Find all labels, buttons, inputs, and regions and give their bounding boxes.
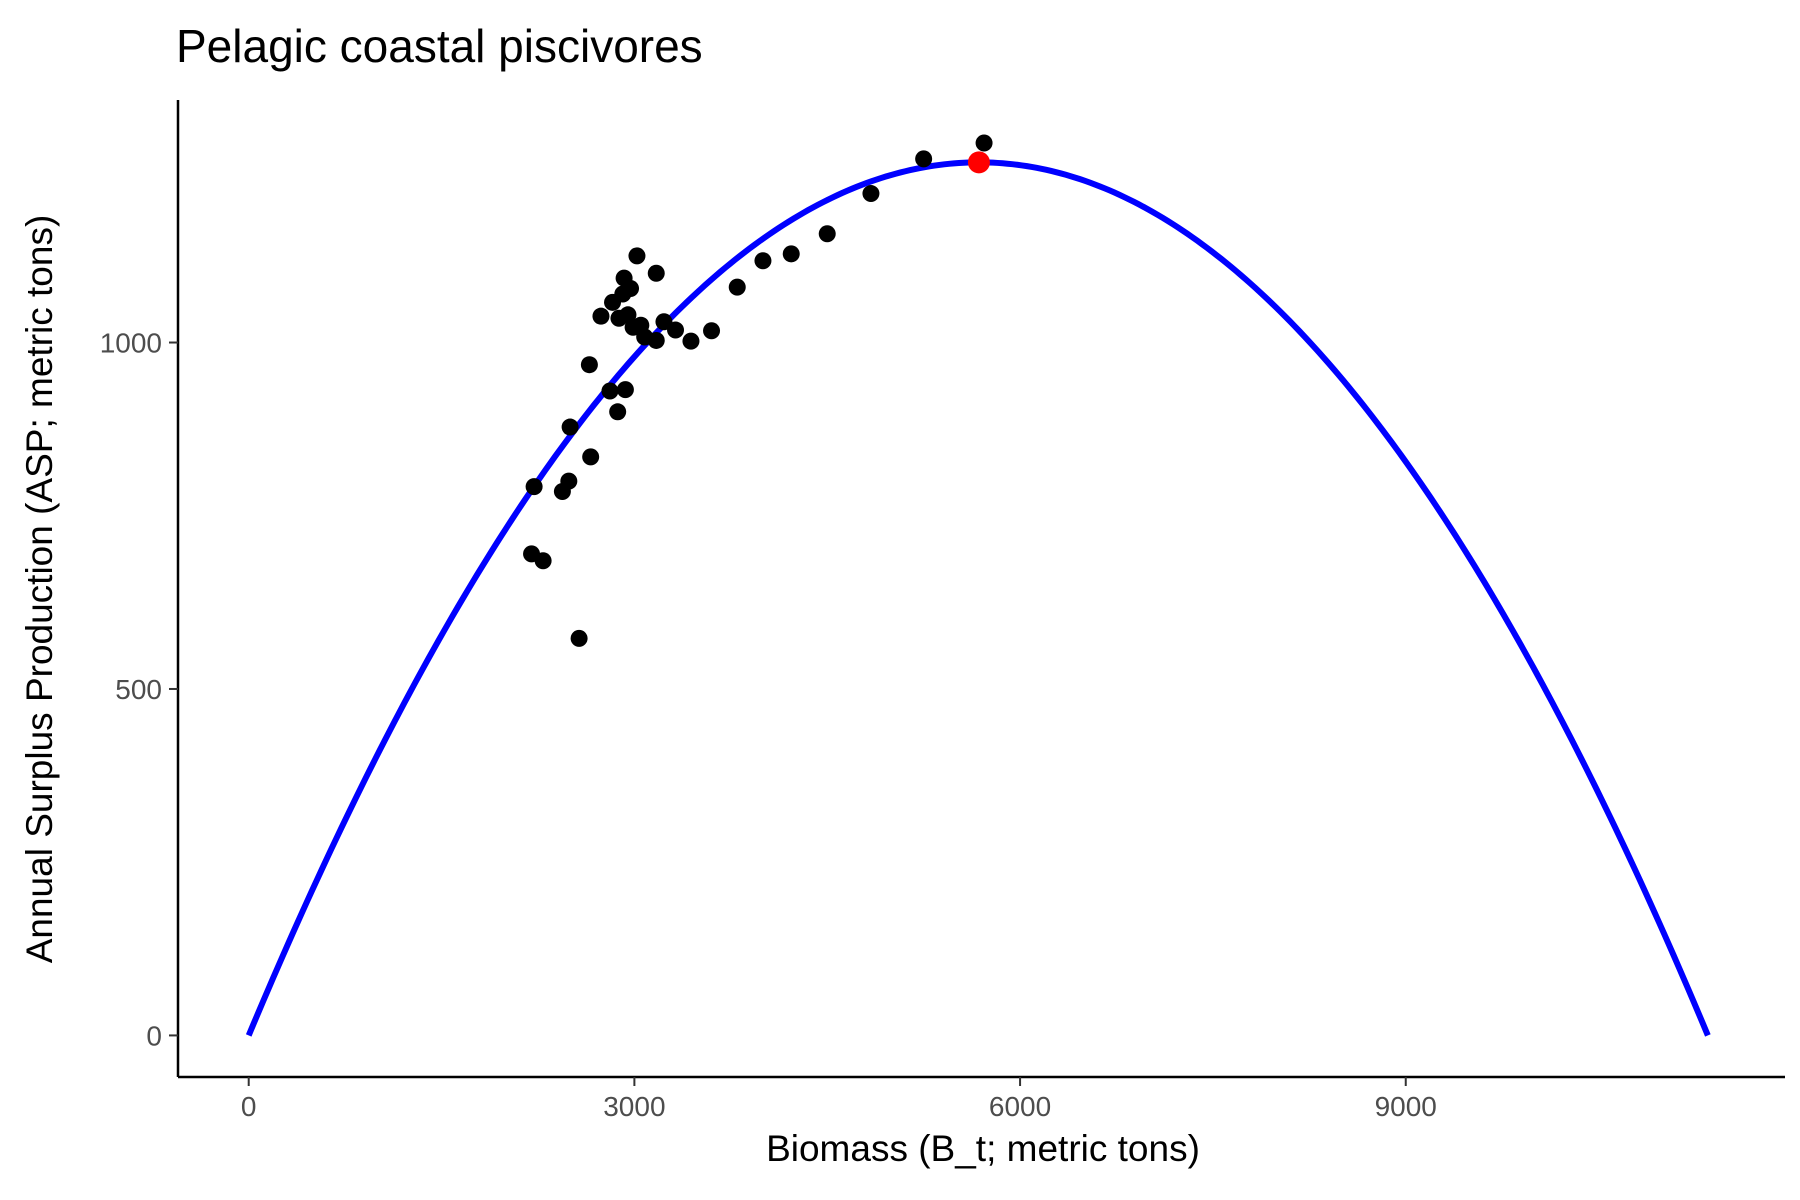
data-point <box>682 332 700 350</box>
y-tick-label: 500 <box>115 674 162 705</box>
data-point <box>975 134 993 152</box>
y-tick-label: 0 <box>146 1020 162 1051</box>
data-point <box>782 245 800 263</box>
data-point <box>647 331 665 349</box>
data-point <box>862 185 880 203</box>
x-tick-label: 6000 <box>989 1091 1051 1122</box>
data-point <box>592 307 610 325</box>
data-point <box>560 472 578 490</box>
chart-title: Pelagic coastal piscivores <box>176 20 703 72</box>
data-point <box>703 322 721 340</box>
y-axis-title: Annual Surplus Production (ASP; metric t… <box>19 215 60 964</box>
fitted-curve <box>245 159 1711 1037</box>
x-tick-label: 9000 <box>1375 1091 1437 1122</box>
data-point <box>570 629 588 647</box>
data-point <box>915 150 933 168</box>
plot-area <box>245 134 1711 1037</box>
x-tick-label: 0 <box>241 1091 257 1122</box>
axes: 0 3000 6000 9000 0 500 1000 <box>100 100 1785 1122</box>
data-point <box>609 403 627 421</box>
data-point <box>667 321 685 339</box>
data-point <box>580 356 598 374</box>
data-point <box>616 381 634 399</box>
highlight-point <box>967 151 990 174</box>
data-point <box>628 247 646 265</box>
data-point <box>622 279 640 297</box>
data-point <box>601 382 619 400</box>
data-point <box>647 264 665 282</box>
data-point <box>754 252 772 270</box>
data-point <box>534 552 552 570</box>
data-point <box>582 448 600 466</box>
x-axis-title: Biomass (B_t; metric tons) <box>766 1128 1200 1169</box>
data-point <box>525 478 543 496</box>
data-point <box>561 418 579 436</box>
y-tick-label: 1000 <box>100 328 162 359</box>
x-tick-label: 3000 <box>603 1091 665 1122</box>
data-point <box>728 278 746 296</box>
data-point <box>818 225 836 243</box>
